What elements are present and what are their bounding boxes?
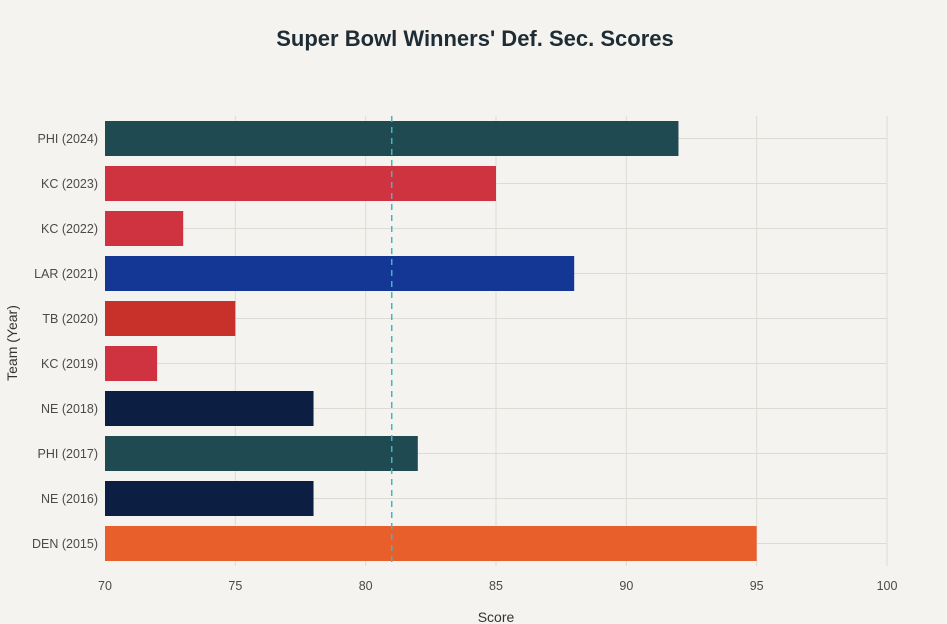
y-tick-label: PHI (2024) (38, 132, 98, 146)
x-tick-label: 85 (489, 579, 503, 593)
y-tick-label: KC (2022) (41, 222, 98, 236)
y-tick-label: NE (2016) (41, 492, 98, 506)
y-tick-label: KC (2023) (41, 177, 98, 191)
bar (105, 301, 236, 336)
bars (105, 121, 757, 561)
y-tick-label: DEN (2015) (32, 537, 98, 551)
y-axis-ticks: PHI (2024) KC (2023) KC (2022) LAR (2021) TB… (32, 132, 98, 551)
x-tick-label: 100 (877, 579, 898, 593)
y-axis-title: Team (Year) (4, 305, 20, 381)
x-tick-label: 80 (359, 579, 373, 593)
y-tick-label: NE (2018) (41, 402, 98, 416)
y-tick-label: PHI (2017) (38, 447, 98, 461)
x-tick-label: 75 (228, 579, 242, 593)
chart-title: Super Bowl Winners' Def. Sec. Scores (276, 26, 673, 51)
bar (105, 166, 496, 201)
y-tick-label: KC (2019) (41, 357, 98, 371)
y-tick-label: TB (2020) (42, 312, 98, 326)
bar (105, 526, 757, 561)
bar (105, 436, 418, 471)
bar (105, 346, 158, 381)
bar (105, 211, 184, 246)
x-axis-ticks: 70 75 80 85 90 95 100 (98, 579, 897, 593)
bar (105, 256, 575, 291)
bar (105, 481, 314, 516)
bar (105, 391, 314, 426)
x-axis-title: Score (478, 609, 515, 624)
x-tick-label: 90 (619, 579, 633, 593)
x-tick-label: 95 (750, 579, 764, 593)
y-tick-label: LAR (2021) (34, 267, 98, 281)
x-tick-label: 70 (98, 579, 112, 593)
